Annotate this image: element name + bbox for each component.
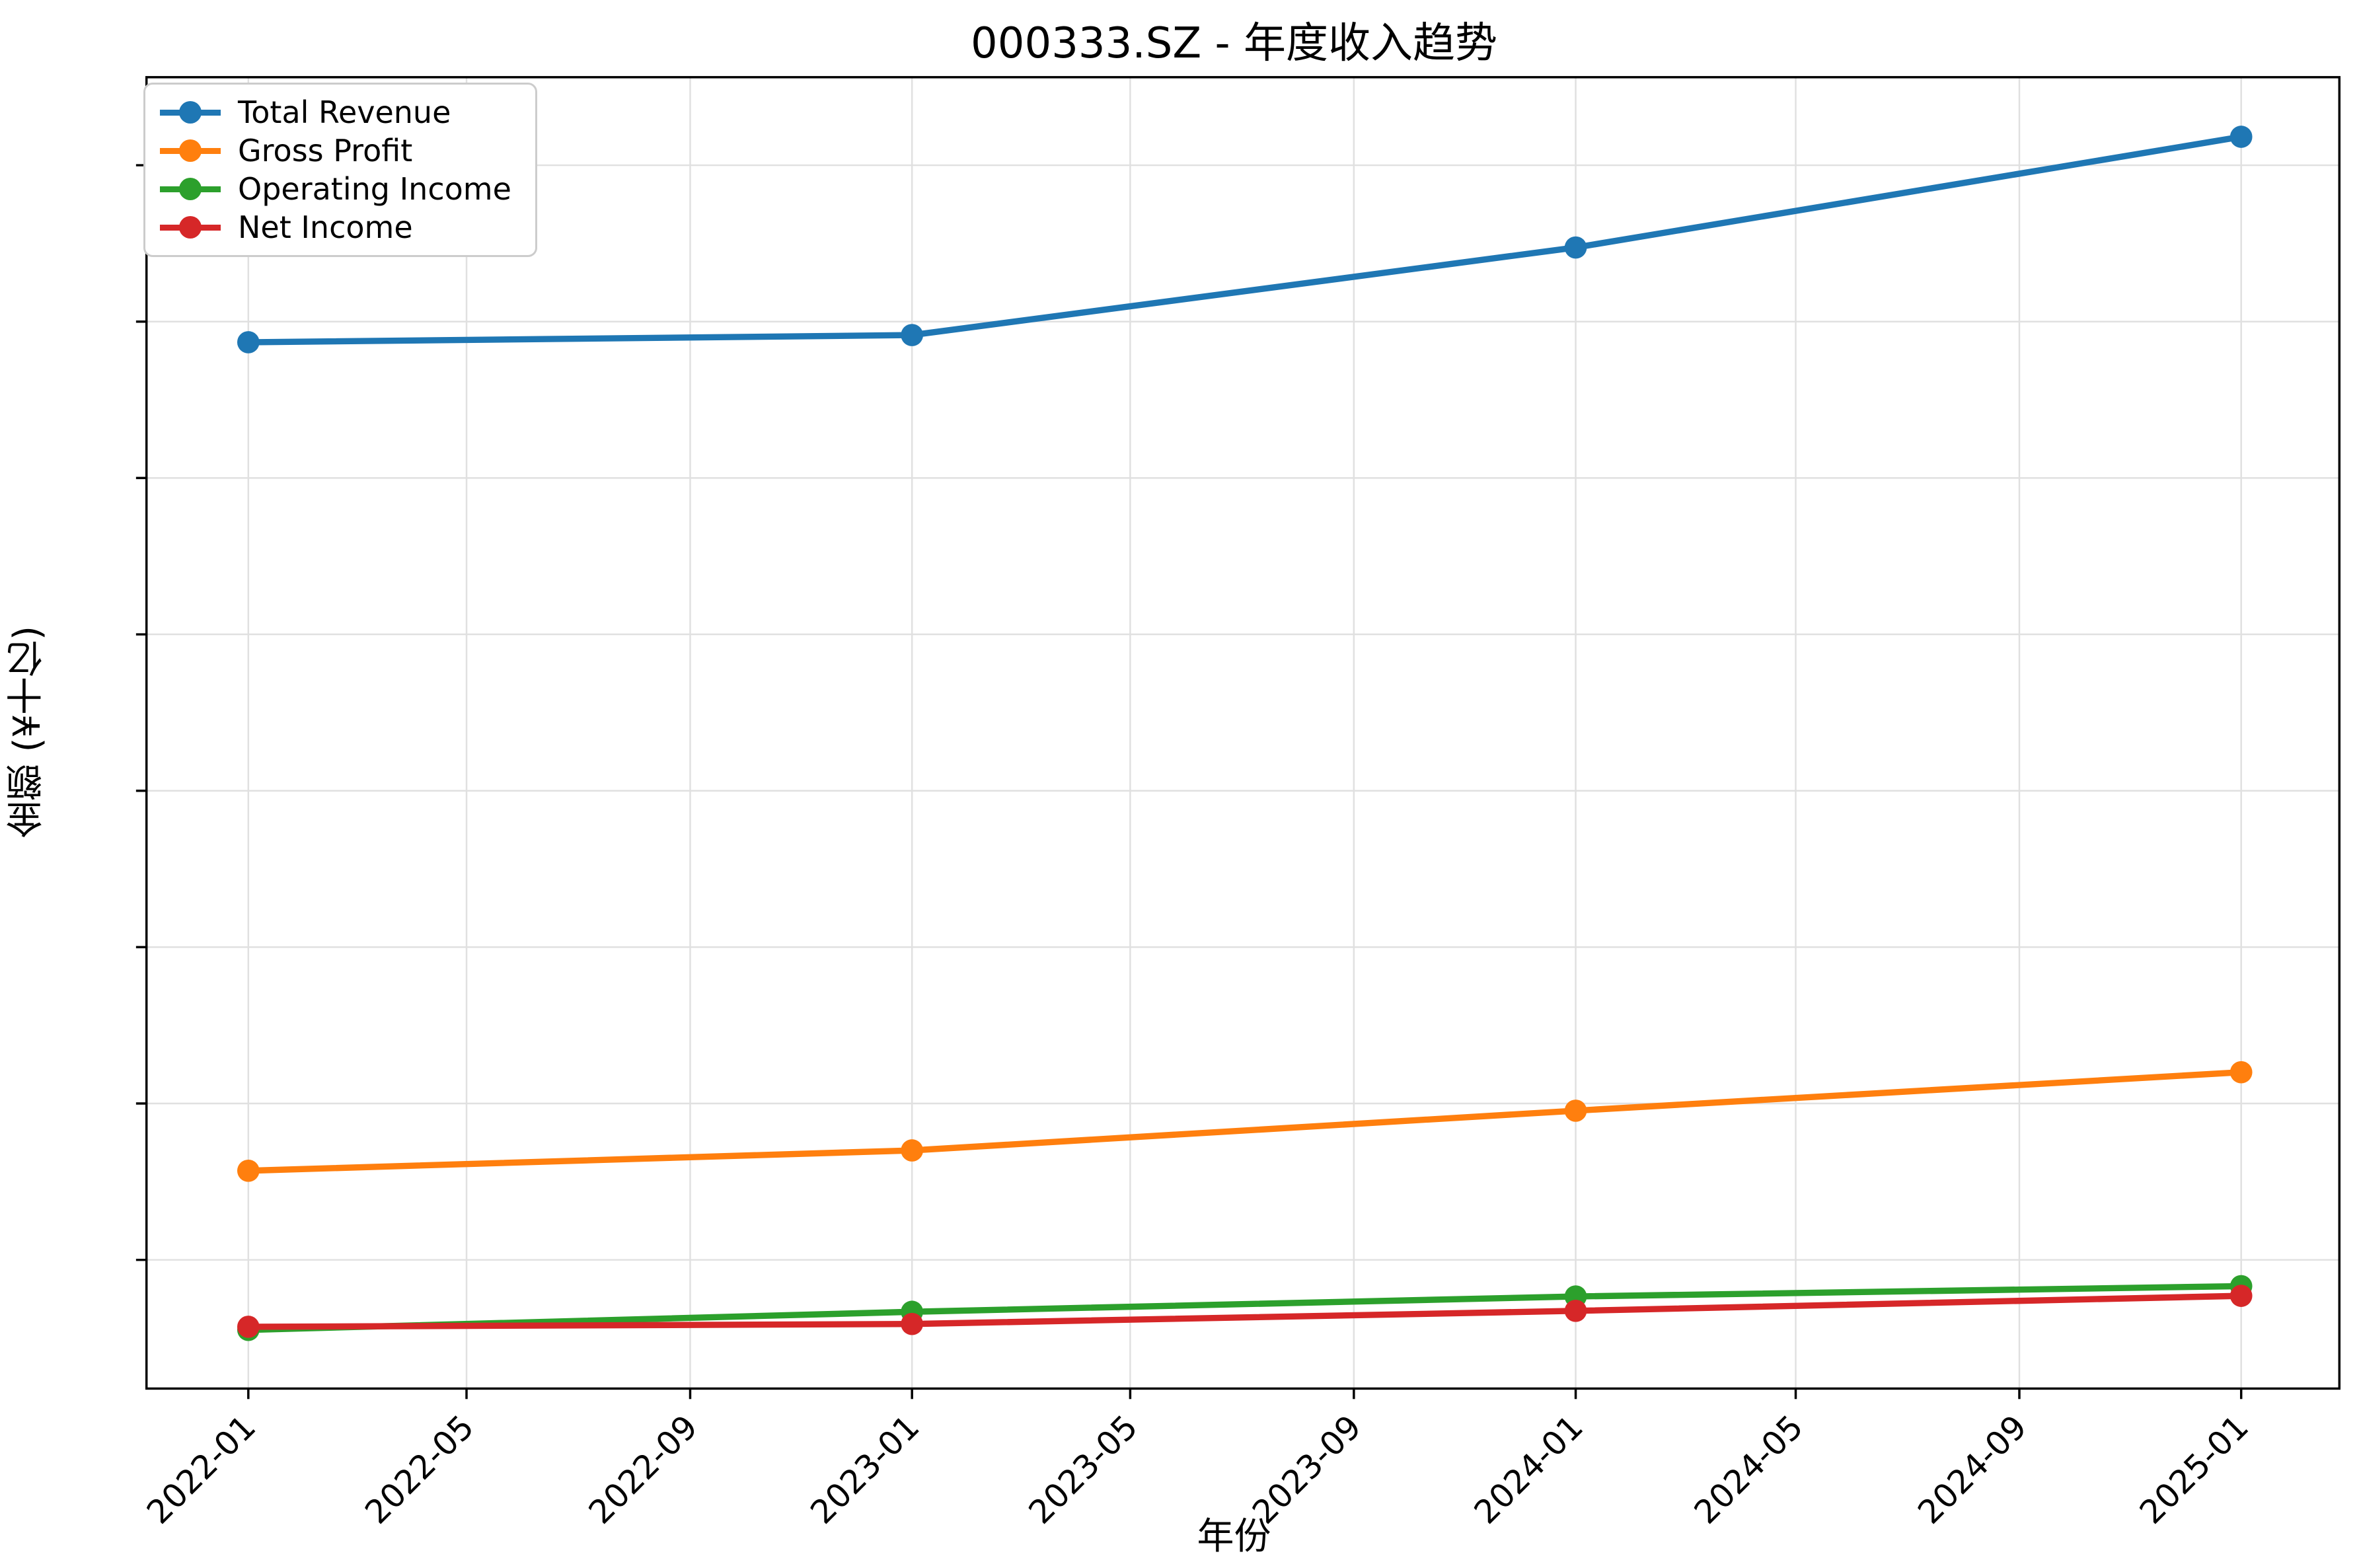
y-axis-title-wrap: 金额 (¥十亿) <box>4 70 50 1394</box>
data-point-marker <box>901 1312 924 1335</box>
legend-item: Gross Profit <box>160 133 511 168</box>
legend-line-swatch <box>160 139 221 162</box>
data-point-marker <box>237 331 260 354</box>
plot-area: 501001502002503003504002022-012022-05202… <box>135 76 2341 1532</box>
legend-marker-dot <box>179 216 202 239</box>
x-axis-title: 年份 <box>1197 1515 1271 1558</box>
data-point-marker <box>2229 126 2253 148</box>
legend-label: Gross Profit <box>238 133 413 168</box>
data-point-marker <box>237 1316 260 1338</box>
data-point-marker <box>1564 1299 1587 1322</box>
data-point-marker <box>1564 1100 1587 1122</box>
legend-item: Operating Income <box>160 172 511 206</box>
series-line <box>248 1292 2241 1330</box>
legend: Total Revenue Gross Profit Operating Incom… <box>143 83 537 257</box>
data-point-marker <box>901 324 924 346</box>
plot-border <box>145 76 2341 1390</box>
data-point-marker <box>237 1159 260 1182</box>
legend-marker-dot <box>179 139 202 162</box>
data-point-marker <box>2229 1061 2253 1084</box>
legend-marker-dot <box>179 178 202 200</box>
legend-item: Net Income <box>160 210 511 244</box>
legend-label: Total Revenue <box>238 94 451 130</box>
legend-label: Operating Income <box>238 171 511 207</box>
data-point-marker <box>2229 1285 2253 1307</box>
series-line <box>248 1283 2241 1333</box>
chart-title: 000333.SZ - 年度收入趋势 <box>971 19 1497 68</box>
legend-marker-dot <box>179 101 202 124</box>
series-line <box>248 1068 2241 1174</box>
y-axis-title: 金额 (¥十亿) <box>5 626 49 839</box>
data-point-marker <box>1564 236 1587 259</box>
legend-label: Net Income <box>238 209 413 245</box>
legend-line-swatch <box>160 101 221 124</box>
legend-item: Total Revenue <box>160 95 511 130</box>
legend-line-swatch <box>160 178 221 200</box>
data-point-marker <box>901 1139 924 1162</box>
series-line <box>248 133 2242 346</box>
legend-line-swatch <box>160 216 221 239</box>
